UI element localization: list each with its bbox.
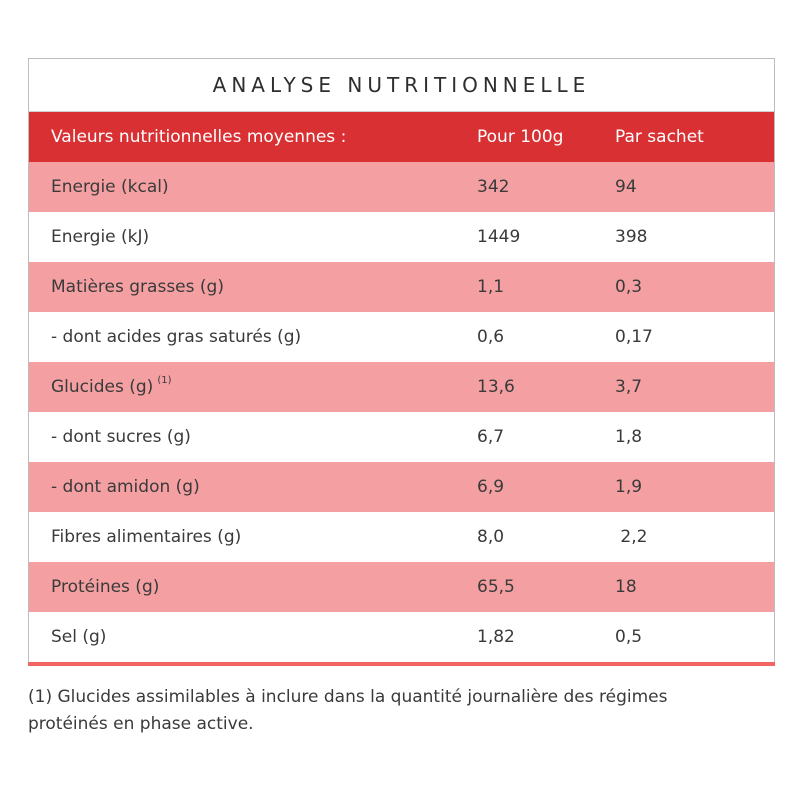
table-row: Fibres alimentaires (g) 8,0 2,2 (29, 512, 774, 562)
row-per-100g: 1,1 (477, 277, 505, 297)
row-per-sachet: 0,5 (615, 627, 643, 647)
row-per-sachet: 94 (615, 177, 637, 197)
row-label: Energie (kcal) (51, 177, 169, 197)
row-label: Glucides (g) (51, 377, 154, 397)
row-per-sachet: 2,2 (615, 527, 648, 547)
row-per-100g: 13,6 (477, 377, 515, 397)
row-label: Protéines (g) (51, 577, 160, 597)
header-label: Valeurs nutritionnelles moyennes : (51, 127, 347, 147)
footnote-marker: (1) (157, 375, 172, 386)
table-row: Energie (kcal) 342 94 (29, 162, 774, 212)
table-row: Sel (g) 1,82 0,5 (29, 612, 774, 662)
row-per-100g: 6,7 (477, 427, 505, 447)
row-per-100g: 1449 (477, 227, 521, 247)
table-row: Matières grasses (g) 1,1 0,3 (29, 262, 774, 312)
table-bottom-bar (28, 662, 775, 666)
nutrition-table: ANALYSE NUTRITIONNELLE Valeurs nutrition… (28, 58, 775, 666)
row-per-100g: 8,0 (477, 527, 505, 547)
row-per-100g: 1,82 (477, 627, 515, 647)
row-per-sachet: 3,7 (615, 377, 643, 397)
row-label: Energie (kJ) (51, 227, 150, 247)
table-row: - dont amidon (g) 6,9 1,9 (29, 462, 774, 512)
table-title: ANALYSE NUTRITIONNELLE (29, 59, 774, 112)
row-per-100g: 342 (477, 177, 510, 197)
row-per-sachet: 1,8 (615, 427, 643, 447)
row-label: Matières grasses (g) (51, 277, 224, 297)
row-label: - dont amidon (g) (51, 477, 200, 497)
row-per-100g: 6,9 (477, 477, 505, 497)
header-per-sachet: Par sachet (615, 127, 704, 147)
header-per-100g: Pour 100g (477, 127, 564, 147)
table-row: Glucides (g) (1) 13,6 3,7 (29, 362, 774, 412)
row-per-100g: 65,5 (477, 577, 515, 597)
table-row: Protéines (g) 65,5 18 (29, 562, 774, 612)
row-per-100g: 0,6 (477, 327, 505, 347)
row-per-sachet: 0,17 (615, 327, 653, 347)
row-per-sachet: 0,3 (615, 277, 643, 297)
table-row: - dont sucres (g) 6,7 1,8 (29, 412, 774, 462)
table-header-row: Valeurs nutritionnelles moyennes : Pour … (29, 112, 774, 162)
row-label-wrap: Glucides (g) (1) (29, 375, 453, 397)
table-row: Energie (kJ) 1449 398 (29, 212, 774, 262)
row-per-sachet: 1,9 (615, 477, 643, 497)
row-per-sachet: 398 (615, 227, 648, 247)
row-label: - dont acides gras saturés (g) (51, 327, 302, 347)
footnote: (1) Glucides assimilables à inclure dans… (28, 687, 668, 734)
row-label: Sel (g) (51, 627, 107, 647)
row-label: - dont sucres (g) (51, 427, 191, 447)
row-per-sachet: 18 (615, 577, 637, 597)
table-row: - dont acides gras saturés (g) 0,6 0,17 (29, 312, 774, 362)
row-label: Fibres alimentaires (g) (51, 527, 242, 547)
